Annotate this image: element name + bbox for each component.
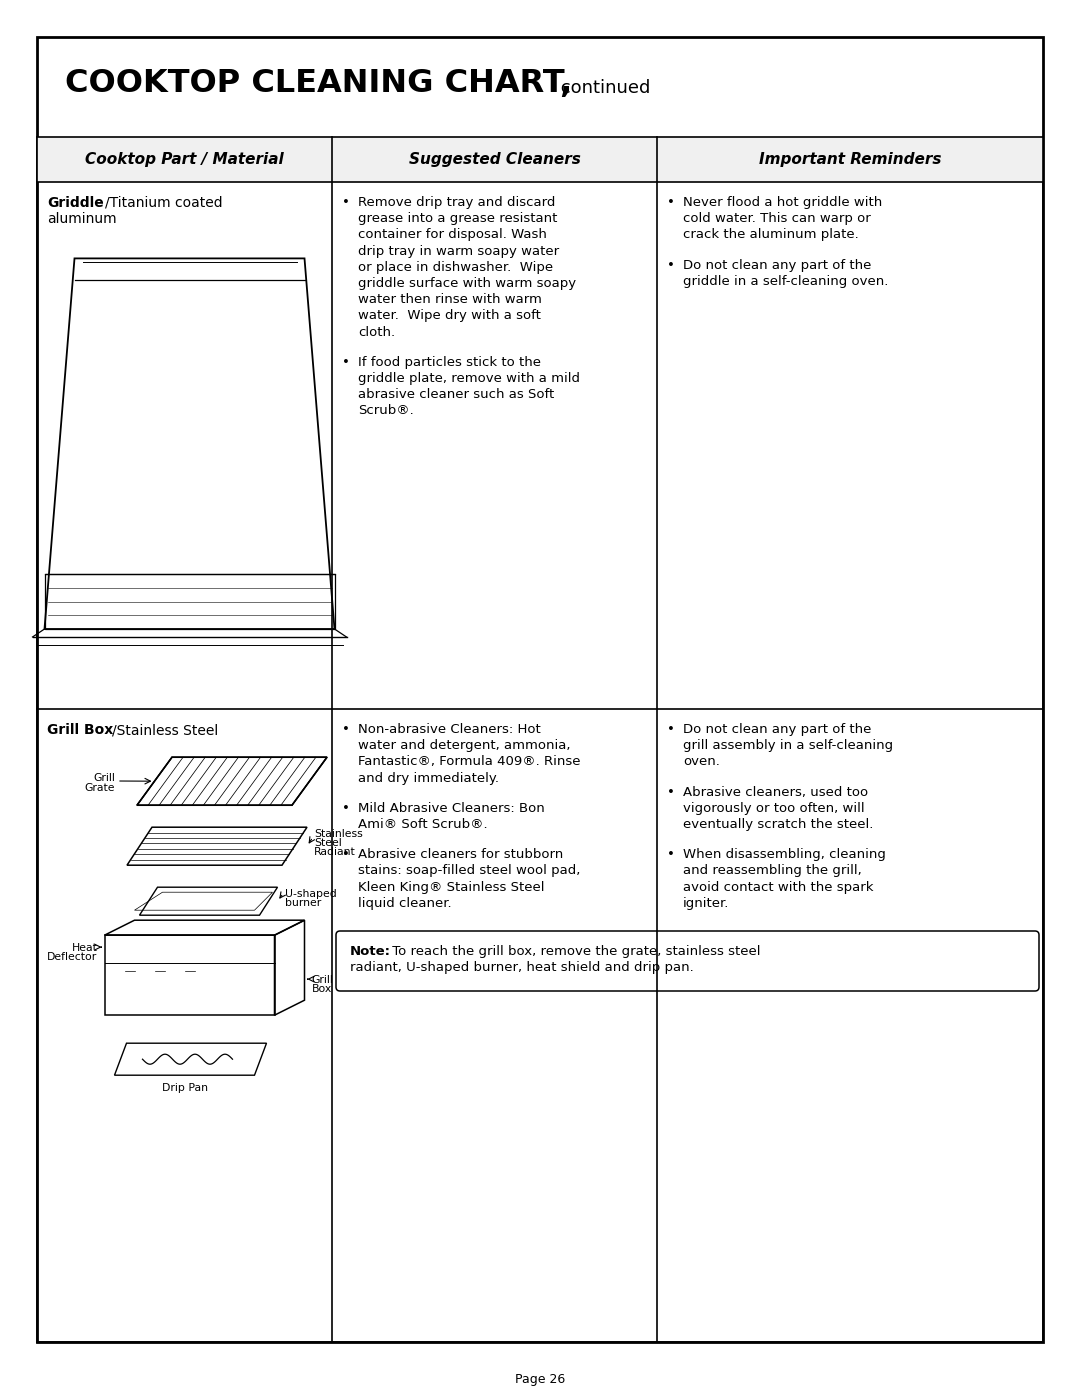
Bar	[37, 137, 1043, 182]
Text: Non-abrasive Cleaners: Hot: Non-abrasive Cleaners: Hot	[357, 724, 541, 736]
Text: If food particles stick to the: If food particles stick to the	[357, 356, 541, 369]
Text: /Titanium coated: /Titanium coated	[105, 196, 222, 210]
Text: Griddle: Griddle	[48, 196, 104, 210]
Text: Steel: Steel	[314, 838, 341, 848]
Text: •: •	[667, 724, 675, 736]
Text: liquid cleaner.: liquid cleaner.	[357, 897, 451, 909]
Text: burner: burner	[284, 898, 321, 908]
Text: oven.: oven.	[683, 756, 720, 768]
Text: Do not clean any part of the: Do not clean any part of the	[683, 724, 872, 736]
Text: Fantastic®, Formula 409®. Rinse: Fantastic®, Formula 409®. Rinse	[357, 756, 581, 768]
Text: water.  Wipe dry with a soft: water. Wipe dry with a soft	[357, 309, 541, 323]
Text: Ami® Soft Scrub®.: Ami® Soft Scrub®.	[357, 819, 488, 831]
Text: Stainless: Stainless	[314, 830, 363, 840]
Text: cold water. This can warp or: cold water. This can warp or	[683, 212, 870, 225]
Text: and reassembling the grill,: and reassembling the grill,	[683, 865, 862, 877]
Text: •: •	[342, 724, 350, 736]
Text: Grill Box: Grill Box	[48, 724, 113, 738]
Text: Cooktop Part / Material: Cooktop Part / Material	[85, 152, 284, 168]
Text: grease into a grease resistant: grease into a grease resistant	[357, 212, 557, 225]
Text: Scrub®.: Scrub®.	[357, 404, 414, 418]
Text: Grill: Grill	[311, 975, 334, 985]
Text: •: •	[342, 196, 350, 210]
Text: Deflector: Deflector	[48, 951, 97, 963]
Text: U-shaped: U-shaped	[284, 890, 336, 900]
Text: stains: soap-filled steel wool pad,: stains: soap-filled steel wool pad,	[357, 865, 580, 877]
Text: Abrasive cleaners for stubborn: Abrasive cleaners for stubborn	[357, 848, 564, 861]
Text: •: •	[667, 196, 675, 210]
Text: continued: continued	[555, 80, 650, 96]
Text: Mild Abrasive Cleaners: Bon: Mild Abrasive Cleaners: Bon	[357, 802, 544, 814]
Text: eventually scratch the steel.: eventually scratch the steel.	[683, 819, 874, 831]
Text: griddle plate, remove with a mild: griddle plate, remove with a mild	[357, 372, 580, 386]
Text: griddle surface with warm soapy: griddle surface with warm soapy	[357, 277, 576, 291]
Text: vigorously or too often, will: vigorously or too often, will	[683, 802, 865, 814]
Text: and dry immediately.: and dry immediately.	[357, 771, 499, 785]
Text: aluminum: aluminum	[48, 212, 117, 226]
Text: •: •	[342, 356, 350, 369]
Text: Grate: Grate	[84, 782, 114, 793]
Text: •: •	[667, 848, 675, 861]
Text: igniter.: igniter.	[683, 897, 729, 909]
Text: Abrasive cleaners, used too: Abrasive cleaners, used too	[683, 785, 868, 799]
Text: Heat: Heat	[71, 943, 97, 953]
Text: Kleen King® Stainless Steel: Kleen King® Stainless Steel	[357, 880, 544, 894]
Text: Box: Box	[311, 983, 332, 995]
Text: •: •	[667, 258, 675, 271]
Text: To reach the grill box, remove the grate, stainless steel: To reach the grill box, remove the grate…	[388, 944, 760, 958]
Text: avoid contact with the spark: avoid contact with the spark	[683, 880, 874, 894]
Text: cloth.: cloth.	[357, 326, 395, 338]
Text: Suggested Cleaners: Suggested Cleaners	[408, 152, 580, 168]
Text: Grill: Grill	[93, 773, 114, 784]
Text: radiant, U-shaped burner, heat shield and drip pan.: radiant, U-shaped burner, heat shield an…	[350, 961, 693, 974]
Text: griddle in a self-cleaning oven.: griddle in a self-cleaning oven.	[683, 275, 889, 288]
Text: •: •	[342, 802, 350, 814]
FancyBboxPatch shape	[336, 930, 1039, 990]
Text: COOKTOP CLEANING CHART,: COOKTOP CLEANING CHART,	[65, 68, 572, 99]
Text: drip tray in warm soapy water: drip tray in warm soapy water	[357, 244, 559, 257]
Text: crack the aluminum plate.: crack the aluminum plate.	[683, 228, 859, 242]
Text: container for disposal. Wash: container for disposal. Wash	[357, 228, 546, 242]
Text: abrasive cleaner such as Soft: abrasive cleaner such as Soft	[357, 388, 554, 401]
Text: •: •	[667, 785, 675, 799]
Text: Page 26: Page 26	[515, 1372, 565, 1386]
Text: Important Reminders: Important Reminders	[759, 152, 942, 168]
Text: Never flood a hot griddle with: Never flood a hot griddle with	[683, 196, 882, 210]
Text: /Stainless Steel: /Stainless Steel	[112, 724, 218, 738]
Text: Drip Pan: Drip Pan	[162, 1083, 207, 1094]
Text: or place in dishwasher.  Wipe: or place in dishwasher. Wipe	[357, 261, 553, 274]
Text: grill assembly in a self-cleaning: grill assembly in a self-cleaning	[683, 739, 893, 752]
Text: When disassembling, cleaning: When disassembling, cleaning	[683, 848, 886, 861]
Text: Radiant: Radiant	[314, 847, 355, 856]
Text: Do not clean any part of the: Do not clean any part of the	[683, 258, 872, 271]
Text: water then rinse with warm: water then rinse with warm	[357, 293, 542, 306]
Text: water and detergent, ammonia,: water and detergent, ammonia,	[357, 739, 570, 752]
Text: Remove drip tray and discard: Remove drip tray and discard	[357, 196, 555, 210]
Text: Note:: Note:	[350, 944, 391, 958]
Text: •: •	[342, 848, 350, 861]
